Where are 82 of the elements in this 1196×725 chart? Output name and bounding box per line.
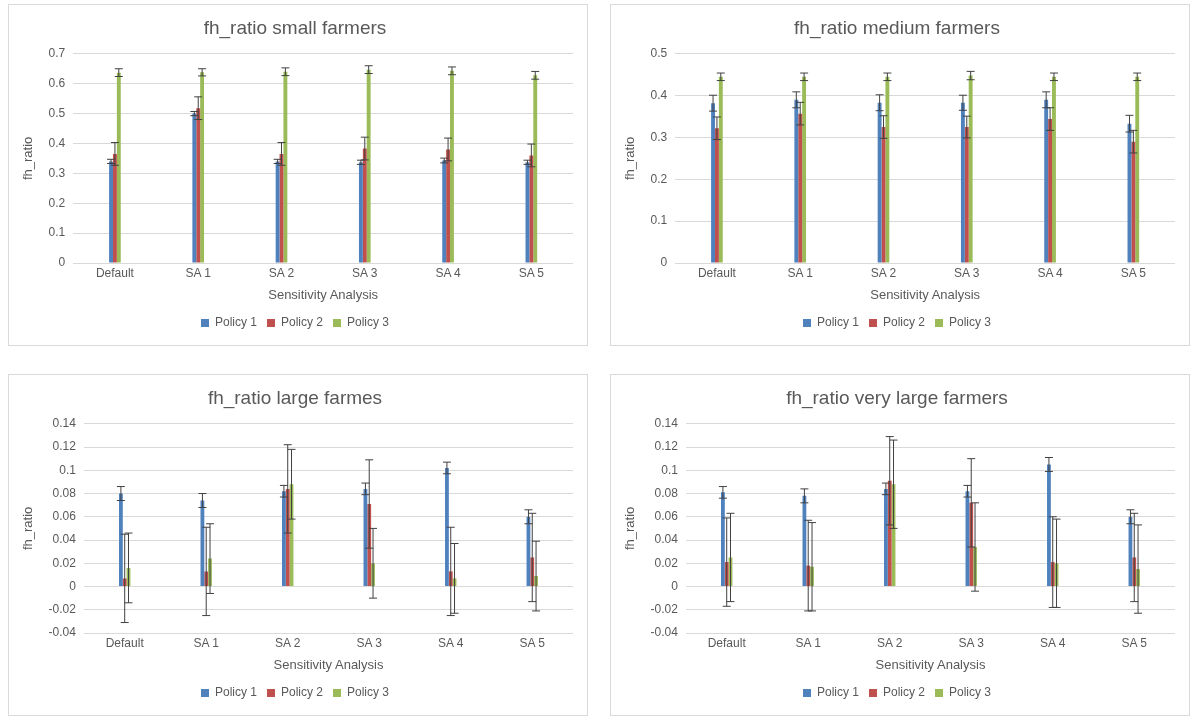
legend-label: Policy 3: [949, 315, 992, 330]
x-tick-label: SA 5: [1120, 265, 1147, 280]
x-tick-label: SA 1: [787, 265, 814, 280]
legend-label: Policy 2: [882, 685, 926, 700]
x-tick-label: SA 2: [268, 265, 295, 280]
chart-title: fh_ratio very large farmers: [786, 386, 1008, 409]
x-tick-label: SA 2: [877, 635, 903, 650]
y-tick-label: 0.08: [654, 485, 679, 500]
chart-title: fh_ratio small farmers: [203, 16, 387, 39]
y-tick-label: 0: [69, 578, 77, 593]
x-tick-label: Default: [697, 265, 737, 280]
y-tick-label: 0: [671, 578, 679, 593]
x-tick-label: Default: [95, 265, 135, 280]
y-tick-label: 0: [660, 255, 668, 270]
x-tick-label: SA 3: [356, 635, 383, 650]
x-axis-title: Sensitivity Analysis: [268, 286, 379, 302]
x-tick-label: SA 4: [435, 265, 462, 280]
x-tick-label: SA 1: [795, 635, 822, 650]
x-tick-label: SA 2: [275, 635, 301, 650]
legend-label: Policy 3: [347, 685, 390, 700]
y-axis-title: fh_ratio: [622, 136, 638, 181]
x-tick-label: SA 3: [954, 265, 980, 280]
x-tick-label: SA 3: [958, 635, 985, 650]
chart-title: fh_ratio medium farmers: [794, 16, 1000, 39]
y-tick-label: 0.12: [654, 439, 679, 454]
x-tick-label: Default: [105, 635, 145, 650]
legend-label: Policy 3: [347, 315, 390, 330]
x-tick-label: SA 5: [1121, 635, 1148, 650]
x-tick-label: SA 1: [193, 635, 220, 650]
y-tick-label: 0.1: [59, 462, 77, 477]
legend-label: Policy 2: [280, 685, 324, 700]
x-axis-title: Sensitivity Analysis: [273, 656, 384, 672]
x-tick-label: SA 4: [438, 635, 464, 650]
y-tick-label: 0.4: [650, 87, 668, 102]
y-tick-label: 0.02: [654, 555, 679, 570]
x-axis-title: Sensitivity Analysis: [870, 286, 981, 302]
x-tick-label: SA 4: [1037, 265, 1064, 280]
y-tick-label: -0.04: [650, 625, 679, 640]
y-tick-label: 0.06: [52, 509, 77, 524]
legend-label: Policy 2: [882, 315, 926, 330]
y-tick-label: 0.4: [48, 135, 66, 150]
y-tick-label: -0.02: [650, 602, 679, 617]
y-tick-label: 0.7: [48, 46, 66, 61]
legend-label: Policy 3: [949, 685, 992, 700]
legend-label: Policy 1: [816, 685, 860, 700]
y-tick-label: 0.3: [650, 129, 668, 144]
x-tick-label: SA 5: [518, 265, 545, 280]
y-tick-label: 0.1: [661, 462, 679, 477]
x-tick-label: SA 5: [519, 635, 546, 650]
y-tick-label: 0.06: [654, 509, 679, 524]
y-tick-label: 0.1: [48, 225, 66, 240]
legend-label: Policy 1: [816, 315, 860, 330]
y-tick-label: 0.3: [48, 165, 66, 180]
legend-label: Policy 1: [214, 315, 258, 330]
y-tick-label: 0.04: [654, 532, 679, 547]
x-tick-label: Default: [707, 635, 747, 650]
y-axis-title: fh_ratio: [20, 506, 36, 551]
y-tick-label: 0.5: [48, 105, 66, 120]
y-tick-label: 0: [58, 255, 66, 270]
y-tick-label: 0.04: [52, 532, 77, 547]
y-tick-label: 0.08: [52, 485, 77, 500]
y-tick-label: 0.2: [650, 171, 668, 186]
x-tick-label: SA 4: [1040, 635, 1066, 650]
y-tick-label: 0.6: [48, 76, 66, 90]
y-tick-label: -0.04: [48, 625, 77, 640]
y-tick-label: 0.02: [52, 555, 77, 570]
y-tick-label: 0.5: [650, 46, 668, 61]
y-tick-label: 0.14: [52, 416, 77, 431]
legend-label: Policy 1: [214, 685, 258, 700]
y-tick-label: 0.1: [650, 213, 668, 228]
x-axis-title: Sensitivity Analysis: [875, 656, 986, 672]
y-axis-title: fh_ratio: [622, 506, 638, 551]
y-tick-label: 0.14: [654, 416, 679, 431]
y-tick-label: 0.12: [52, 439, 77, 454]
x-tick-label: SA 3: [352, 265, 378, 280]
chart-title: fh_ratio large farmes: [207, 386, 383, 409]
y-axis-title: fh_ratio: [20, 136, 36, 181]
x-tick-label: SA 1: [185, 265, 212, 280]
legend-label: Policy 2: [280, 315, 324, 330]
y-tick-label: -0.02: [48, 602, 77, 617]
x-tick-label: SA 2: [870, 265, 897, 280]
y-tick-label: 0.2: [48, 195, 66, 210]
